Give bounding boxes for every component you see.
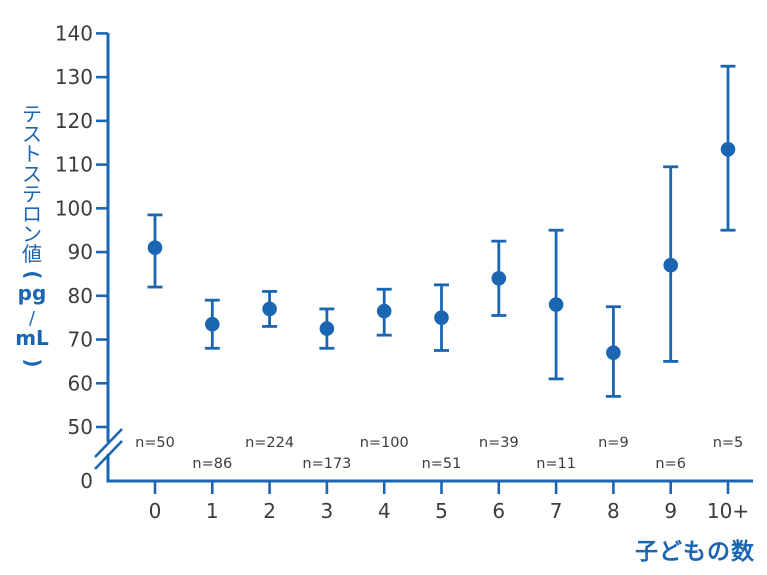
- data-point: [720, 141, 736, 157]
- n-label: n=9: [598, 435, 629, 451]
- x-tick-label: 9: [664, 499, 677, 523]
- y-axis-title-char: ト: [22, 142, 42, 166]
- x-axis-title: 子どもの数: [635, 539, 755, 565]
- n-label: n=86: [192, 456, 232, 472]
- y-tick-label: 80: [68, 284, 93, 308]
- y-axis-title-char: 値: [22, 242, 42, 266]
- y-axis-title-unit: pg: [18, 281, 47, 305]
- data-point: [376, 303, 392, 319]
- n-label: n=50: [135, 435, 175, 451]
- n-label: n=5: [713, 435, 744, 451]
- y-tick-label: 140: [55, 21, 93, 45]
- y-axis-title-char: ロ: [22, 202, 42, 226]
- n-label: n=100: [360, 435, 409, 451]
- y-tick-label: 0: [80, 469, 93, 493]
- data-point: [205, 316, 220, 332]
- n-label: n=173: [302, 456, 351, 472]
- n-label: n=39: [479, 435, 519, 451]
- y-axis-title-slash: /: [29, 308, 36, 329]
- y-tick-label: 100: [55, 196, 93, 220]
- y-tick-label: 60: [68, 371, 93, 395]
- n-label: n=6: [655, 456, 686, 472]
- x-tick-label: 4: [378, 499, 391, 523]
- y-axis-title-char: テ: [22, 182, 42, 206]
- axis-break-mark: [94, 428, 123, 458]
- x-tick-label: 7: [550, 499, 563, 523]
- x-tick-label: 2: [263, 499, 276, 523]
- y-axis-title-char: ス: [22, 122, 42, 146]
- data-point: [606, 345, 621, 360]
- x-tick-label: 5: [435, 499, 448, 523]
- x-tick-label: 3: [321, 499, 334, 523]
- data-point: [262, 301, 277, 317]
- y-tick-label: 110: [55, 153, 93, 177]
- y-axis-title-char: ス: [22, 162, 42, 186]
- x-tick-label: 10+: [707, 499, 749, 523]
- data-point: [548, 297, 564, 312]
- data-point: [147, 240, 163, 255]
- y-axis-title-char: テ: [22, 102, 42, 126]
- n-label: n=11: [536, 456, 576, 472]
- axis-break-mark: [94, 440, 123, 470]
- x-tick-label: 1: [206, 499, 219, 523]
- x-tick-label: 8: [607, 499, 620, 523]
- data-point: [319, 321, 335, 336]
- y-axis-title-paren: ): [21, 358, 45, 367]
- y-axis-title-paren: (: [21, 270, 45, 279]
- data-point: [491, 271, 507, 286]
- x-tick-label: 6: [492, 499, 505, 523]
- y-tick-label: 120: [55, 109, 93, 133]
- y-axis-title-char: ン: [22, 222, 42, 246]
- y-tick-label: 70: [68, 328, 93, 352]
- n-label: n=51: [422, 456, 462, 472]
- data-point: [434, 310, 449, 325]
- y-tick-label: 130: [55, 65, 93, 89]
- y-tick-label: 50: [68, 415, 93, 439]
- n-label: n=224: [245, 435, 294, 451]
- y-axis-title-unit: mL: [15, 326, 49, 350]
- x-tick-label: 0: [149, 499, 162, 523]
- data-point: [663, 257, 678, 273]
- y-tick-label: 90: [68, 240, 93, 264]
